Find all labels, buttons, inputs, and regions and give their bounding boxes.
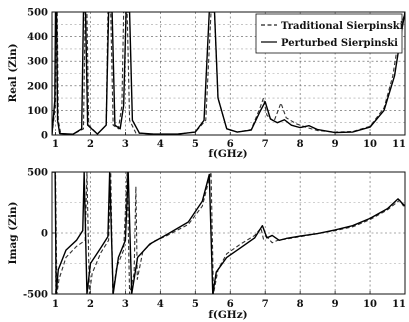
bottom-y-ticks: -500 0 500	[23, 168, 55, 301]
x-tick-label: 10	[363, 139, 377, 150]
x-tick-label: 3	[122, 299, 129, 310]
x-tick-label: 6	[227, 299, 234, 310]
top-y-axis-label: Real (Zin)	[7, 43, 19, 102]
bottom-x-ticks: 1 2 3 4 5 6 7 8 9 10 11	[52, 291, 406, 310]
imag-zin-chart: -500 0 500 1 2 3 4 5 6 7 8 9 10 11 f(GHz) Imag (Zin)	[7, 168, 406, 322]
y-tick-label: 400	[27, 32, 48, 43]
top-series	[52, 12, 405, 135]
x-tick-label: 8	[297, 299, 304, 310]
x-tick-label: 10	[363, 299, 377, 310]
y-tick-label: 300	[27, 57, 48, 68]
x-tick-label: 4	[157, 139, 164, 150]
x-tick-label: 7	[262, 299, 269, 310]
y-tick-label: 500	[27, 8, 48, 19]
y-tick-label: 200	[27, 81, 48, 92]
x-tick-label: 5	[192, 299, 199, 310]
x-tick-label: 7	[262, 139, 269, 150]
y-tick-label: -500	[23, 290, 48, 301]
x-tick-label: 5	[192, 139, 199, 150]
legend-label-perturbed: Perturbed Sierpinski	[281, 38, 398, 49]
y-tick-label: 100	[27, 106, 48, 117]
x-tick-label: 9	[332, 299, 339, 310]
bottom-x-axis-label: f(GHz)	[208, 309, 247, 321]
legend: Traditional Sierpinski Perturbed Sierpin…	[255, 13, 404, 54]
x-tick-label: 2	[87, 139, 94, 150]
x-tick-label: 9	[332, 139, 339, 150]
x-tick-label: 11	[392, 139, 406, 150]
top-x-ticks: 1 2 3 4 5 6 7 8 9 10 11	[52, 132, 406, 150]
top-x-axis-label: f(GHz)	[208, 148, 247, 160]
legend-label-traditional: Traditional Sierpinski	[281, 21, 404, 32]
y-tick-label: 500	[27, 168, 48, 179]
x-tick-label: 2	[87, 299, 94, 310]
series-line-perturbed	[52, 12, 405, 135]
bottom-y-axis-label: Imag (Zin)	[7, 201, 19, 264]
x-tick-label: 11	[392, 299, 406, 310]
y-tick-label: 0	[41, 229, 48, 240]
legend-box	[255, 13, 403, 54]
top-y-ticks: 0 100 200 300 400 500	[27, 8, 55, 142]
bottom-grid	[52, 171, 406, 295]
x-tick-label: 6	[227, 139, 234, 150]
real-zin-chart: 0 100 200 300 400 500 1 2 3 4 5 6 7 8 9 10 11 f(GHz) Re…	[7, 8, 406, 161]
bottom-series	[52, 172, 405, 294]
x-tick-label: 4	[157, 299, 164, 310]
x-tick-label: 3	[122, 139, 129, 150]
x-tick-label: 1	[52, 299, 59, 310]
y-tick-label: 0	[41, 131, 48, 142]
x-tick-label: 1	[52, 139, 59, 150]
series-line-perturbed	[52, 172, 405, 294]
x-tick-label: 8	[297, 139, 304, 150]
top-plot-frame	[51, 11, 406, 136]
